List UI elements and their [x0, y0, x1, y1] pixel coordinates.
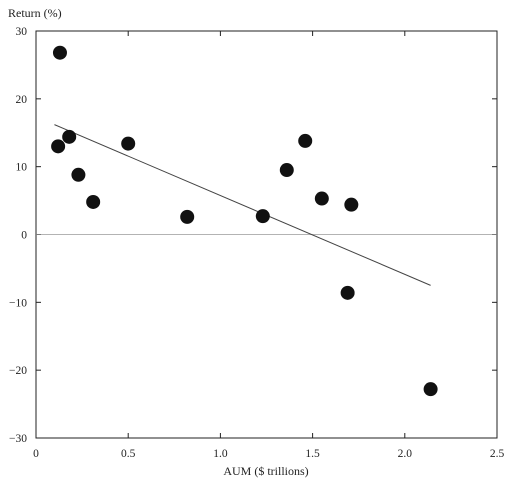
data-point: [51, 139, 66, 154]
x-axis-title: AUM ($ trillions): [223, 464, 308, 478]
data-point: [62, 129, 77, 144]
y-tick-label: 0: [21, 230, 27, 242]
y-axis: −30 −20 −10 0 10 20 30: [9, 26, 497, 445]
data-point: [180, 209, 195, 224]
data-point: [340, 285, 355, 300]
y-axis-title: Return (%): [8, 6, 62, 20]
y-tick-label: −20: [9, 365, 27, 377]
data-points: [51, 45, 438, 397]
data-point: [279, 163, 294, 178]
x-tick-label: 2.0: [398, 448, 413, 460]
y-tick-label: 30: [16, 26, 28, 38]
data-point: [423, 382, 438, 397]
x-axis: 0 0.5 1.0 1.5 2.0 2.5: [33, 31, 504, 460]
data-point: [344, 197, 359, 212]
trendline: [54, 124, 431, 286]
data-point: [255, 209, 270, 224]
data-point: [314, 191, 329, 206]
x-tick-label: 1.0: [213, 448, 228, 460]
y-tick-label: −30: [9, 433, 27, 445]
data-point: [71, 167, 86, 182]
x-tick-label: 2.5: [490, 448, 505, 460]
data-point: [86, 194, 101, 209]
data-point: [121, 136, 136, 151]
y-tick-label: 20: [16, 94, 28, 106]
data-point: [298, 133, 313, 148]
x-tick-label: 0.5: [121, 448, 136, 460]
data-point: [52, 45, 67, 60]
x-tick-label: 1.5: [305, 448, 320, 460]
y-tick-label: 10: [16, 162, 28, 174]
x-tick-label: 0: [33, 448, 39, 460]
y-tick-label: −10: [9, 297, 27, 309]
